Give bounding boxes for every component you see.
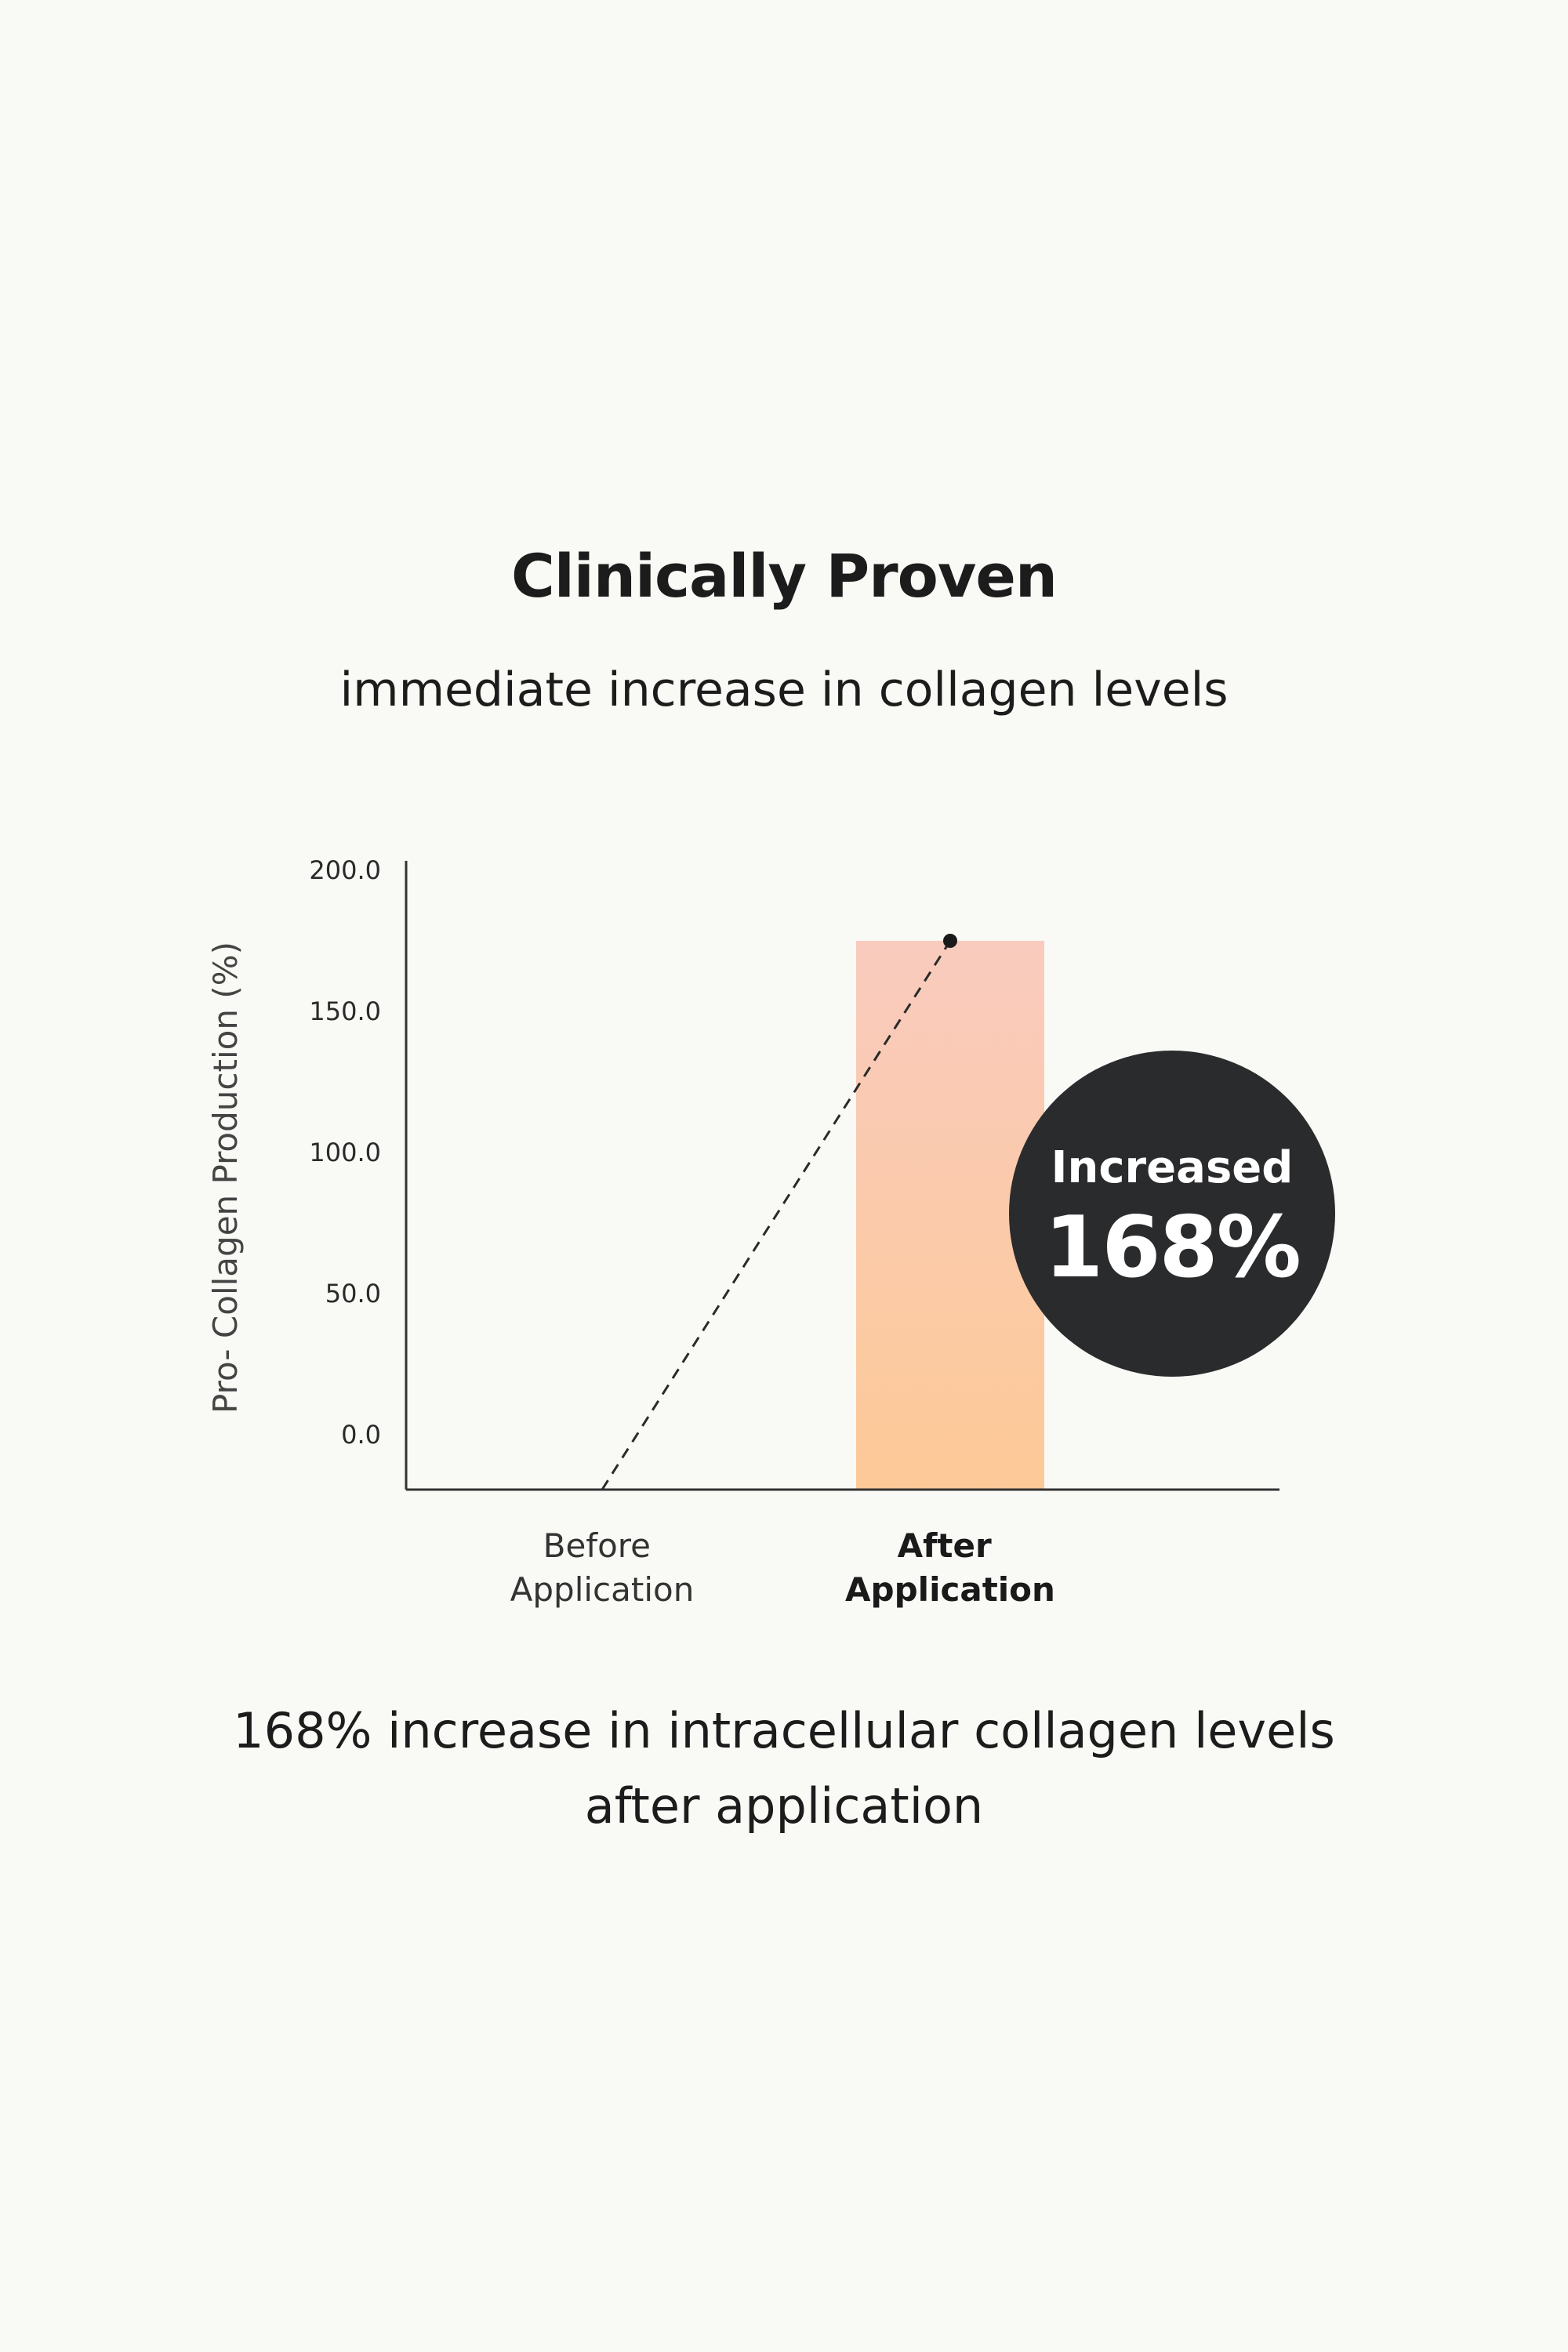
y-tick-label: 150.0 bbox=[309, 996, 381, 1026]
trend-endpoint-marker bbox=[943, 934, 957, 948]
badge-value: 168% bbox=[1044, 1199, 1300, 1297]
page-title: Clinically Proven bbox=[510, 541, 1058, 611]
y-tick-label: 100.0 bbox=[309, 1138, 381, 1167]
y-tick-label: 0.0 bbox=[341, 1420, 381, 1450]
badge-circle bbox=[1009, 1051, 1335, 1377]
caption-line-2: after application bbox=[584, 1777, 984, 1835]
y-axis-label: Pro- Collagen Production (%) bbox=[206, 942, 245, 1414]
y-tick-label: 50.0 bbox=[325, 1279, 381, 1308]
badge-caption: Increased bbox=[1051, 1142, 1294, 1193]
y-tick-labels: 0.0 50.0 100.0 150.0 200.0 bbox=[309, 855, 381, 1450]
bottom-caption: 168% increase in intracellular collagen … bbox=[0, 1693, 1568, 1844]
caption-line-1: 168% increase in intracellular collagen … bbox=[233, 1702, 1335, 1759]
page-subtitle: immediate increase in collagen levels bbox=[339, 662, 1229, 717]
y-tick-label: 200.0 bbox=[309, 855, 381, 885]
category-label-after: After Application bbox=[845, 1526, 1055, 1609]
increase-badge: Increased 168% bbox=[1009, 1051, 1335, 1377]
category-label-before: Before Application bbox=[510, 1526, 695, 1609]
trend-line bbox=[601, 940, 952, 1490]
